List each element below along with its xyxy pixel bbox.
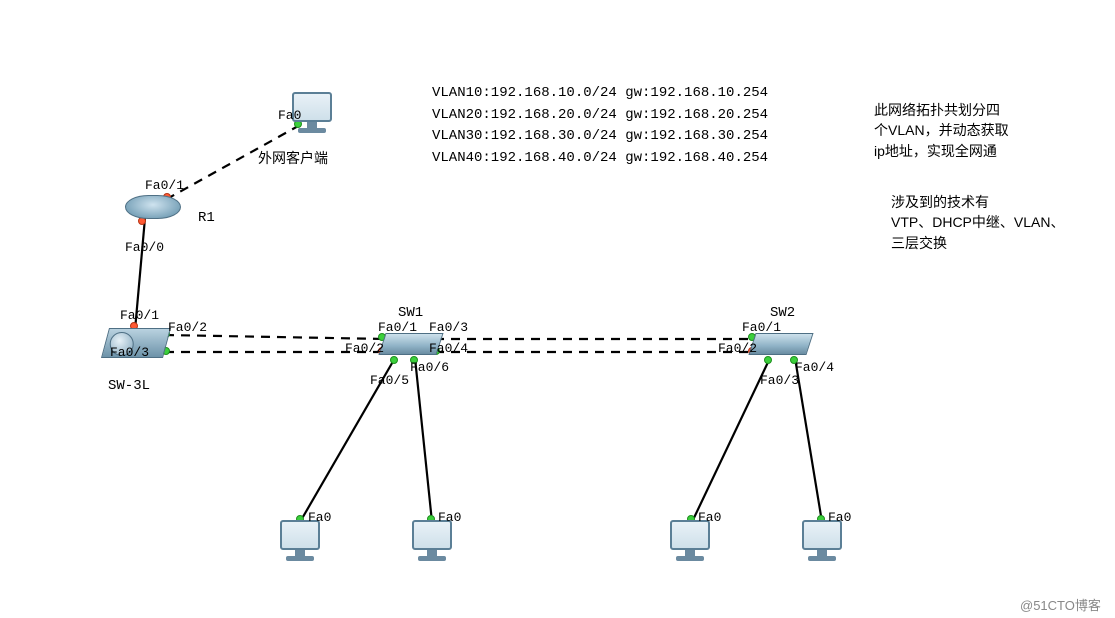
vlan-line: VLAN40:192.168.40.0/24 gw:192.168.40.254 <box>432 148 768 170</box>
desc-line: 三层交换 <box>891 233 1064 253</box>
port-sw1-fa06: Fa0/6 <box>410 360 449 375</box>
vlan-line: VLAN30:192.168.30.0/24 gw:192.168.30.254 <box>432 126 768 148</box>
desc-line: ip地址，实现全网通 <box>874 141 1009 161</box>
router-icon <box>125 195 181 219</box>
label-sw1: SW1 <box>398 305 423 321</box>
pc-icon <box>800 520 844 566</box>
desc-line: 个VLAN，并动态获取 <box>874 120 1009 140</box>
port-sw1-fa05: Fa0/5 <box>370 373 409 388</box>
desc-line: 涉及到的技术有 <box>891 192 1064 212</box>
pc-icon <box>410 520 454 566</box>
port-sw1-fa03: Fa0/3 <box>429 320 468 335</box>
desc-line: VTP、DHCP中继、VLAN、 <box>891 212 1064 232</box>
port-pc3-fa0: Fa0 <box>698 510 721 525</box>
vlan-line: VLAN20:192.168.20.0/24 gw:192.168.20.254 <box>432 105 768 127</box>
switch-icon <box>748 333 813 355</box>
port-sw2-fa02: Fa0/2 <box>718 341 757 356</box>
vlan-info-block: VLAN10:192.168.10.0/24 gw:192.168.10.254… <box>432 83 768 170</box>
watermark-text: @51CTO博客 <box>1020 595 1101 614</box>
link-dot <box>390 356 398 364</box>
description-block-2: 涉及到的技术有 VTP、DHCP中继、VLAN、 三层交换 <box>891 192 1064 253</box>
port-sw3l-fa03: Fa0/3 <box>110 345 149 360</box>
label-sw3l: SW-3L <box>108 378 150 394</box>
label-r1: R1 <box>198 210 215 226</box>
port-sw2-fa03: Fa0/3 <box>760 373 799 388</box>
port-sw2-fa01: Fa0/1 <box>742 320 781 335</box>
pc-icon <box>278 520 322 566</box>
diagram-canvas: 外网客户端 R1 SW-3L SW1 SW2 Fa0 Fa0/1 Fa0/0 F… <box>0 0 1115 618</box>
port-r1-fa01: Fa0/1 <box>145 178 184 193</box>
label-sw2: SW2 <box>770 305 795 321</box>
pc-icon <box>668 520 712 566</box>
link-dot <box>764 356 772 364</box>
port-sw3l-fa02: Fa0/2 <box>168 320 207 335</box>
description-block-1: 此网络拓扑共划分四 个VLAN，并动态获取 ip地址，实现全网通 <box>874 100 1009 161</box>
desc-line: 此网络拓扑共划分四 <box>874 100 1009 120</box>
port-ext-fa0: Fa0 <box>278 108 301 123</box>
port-pc2-fa0: Fa0 <box>438 510 461 525</box>
port-r1-fa00: Fa0/0 <box>125 240 164 255</box>
port-sw1-fa01: Fa0/1 <box>378 320 417 335</box>
label-ext-pc: 外网客户端 <box>258 148 328 168</box>
port-pc4-fa0: Fa0 <box>828 510 851 525</box>
port-sw3l-fa01: Fa0/1 <box>120 308 159 323</box>
port-pc1-fa0: Fa0 <box>308 510 331 525</box>
port-sw1-fa04: Fa0/4 <box>429 341 468 356</box>
port-sw2-fa04: Fa0/4 <box>795 360 834 375</box>
vlan-line: VLAN10:192.168.10.0/24 gw:192.168.10.254 <box>432 83 768 105</box>
port-sw1-fa02: Fa0/2 <box>345 341 384 356</box>
